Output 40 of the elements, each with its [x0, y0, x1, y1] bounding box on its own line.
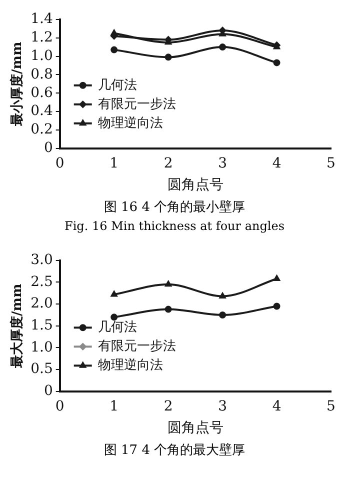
y-tick-label: 1.0 — [30, 339, 53, 356]
legend-label: 物理逆向法 — [98, 116, 163, 131]
x-tick-label: 0 — [55, 398, 64, 414]
y-tick-label: 3.0 — [30, 252, 53, 268]
x-tick-label: 3 — [218, 398, 228, 414]
x-axis-title: 圆角点号 — [167, 177, 224, 194]
text: Fig. 16 Min thickness at four angles — [64, 219, 286, 233]
legend-label: 有限元一步法 — [98, 338, 176, 354]
y-tick-label: 0.8 — [30, 66, 53, 82]
y-axis-title: 最大厚度/mm — [9, 284, 26, 370]
y-tick-label: 1.4 — [30, 11, 53, 28]
x-tick-label: 2 — [164, 398, 173, 414]
y-tick-label: 0 — [44, 383, 53, 400]
y-tick-label: 0 — [44, 140, 53, 156]
y-axis-title: 最小厚度/mm — [9, 42, 26, 128]
legend-label: 几何法 — [98, 320, 137, 335]
y-tick-label: 1.5 — [30, 318, 53, 334]
y-tick-label: 1.0 — [30, 48, 53, 64]
x-tick-label: 1 — [110, 398, 119, 414]
x-tick-label: 1 — [110, 155, 119, 172]
y-tick-label: 0.6 — [30, 84, 53, 101]
y-tick-label: 0.4 — [30, 103, 53, 120]
x-tick-label: 3 — [218, 155, 228, 172]
x-axis-title: 圆角点号 — [167, 420, 224, 436]
y-tick-label: 2.5 — [30, 274, 53, 290]
x-tick-label: 2 — [164, 155, 173, 172]
text: 图 17 4 个角的最大壁厚 — [102, 442, 246, 459]
y-tick-label: 2.0 — [30, 296, 53, 312]
x-tick-label: 0 — [55, 155, 64, 172]
x-tick-label: 4 — [272, 155, 282, 172]
legend-label: 几何法 — [98, 78, 137, 93]
y-tick-label: 0.2 — [30, 122, 53, 138]
legend-label: 有限元一步法 — [98, 96, 176, 112]
legend-label: 物理逆向法 — [98, 358, 163, 373]
text: 图 16 4 个角的最小壁厚 — [102, 199, 246, 216]
y-tick-label: 1.2 — [30, 29, 53, 46]
x-tick-label: 4 — [272, 398, 282, 414]
x-tick-label: 5 — [326, 155, 336, 172]
x-tick-label: 5 — [326, 398, 336, 414]
y-tick-label: 0.5 — [30, 361, 53, 378]
